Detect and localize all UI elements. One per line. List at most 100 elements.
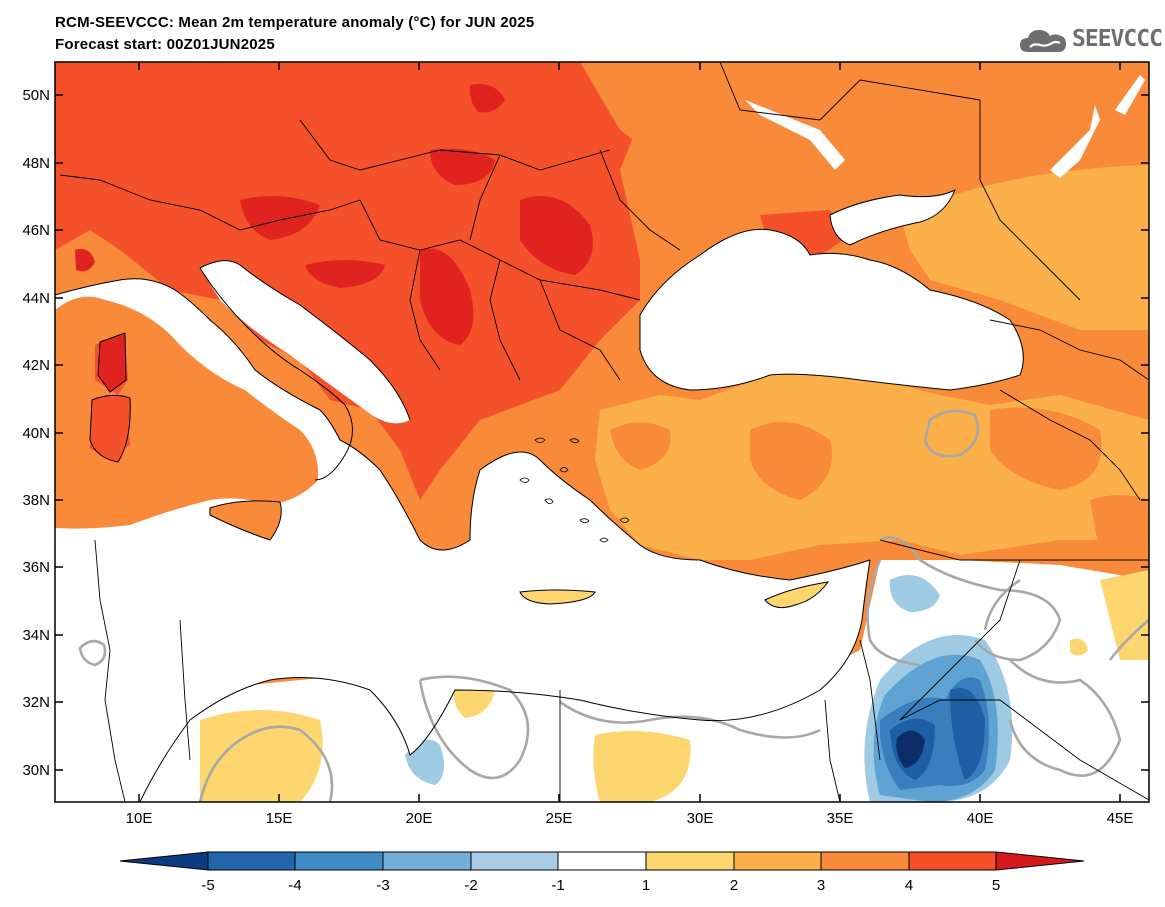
boundary-serbia-bulgaria: [489, 259, 521, 381]
colorbar-segment-2-3: [733, 851, 822, 871]
aegean-islands-5: [599, 537, 609, 543]
aegean-islands-8: [619, 517, 630, 523]
boundary-alps: [59, 174, 361, 231]
zero-contour-levant: [879, 536, 1062, 662]
boundary-balkans: [359, 199, 641, 301]
boundary-jordan-israel: [859, 639, 881, 761]
lon-label-25e: 25E: [546, 810, 573, 827]
lat-label-34n: 34N: [22, 627, 50, 644]
colorbar-segment-m1-1: [557, 851, 647, 871]
coastline-italy: [199, 267, 353, 481]
zero-contour-africa: [198, 725, 334, 802]
colorbar: [119, 851, 1085, 871]
aegean-islands-1: [519, 477, 530, 483]
anomaly-1-2-syria: [1100, 570, 1149, 660]
zero-contour-turkey: [923, 409, 980, 458]
lat-label-38n: 38N: [22, 492, 50, 509]
colorbar-label-m2: -2: [464, 877, 477, 894]
dnieper-reservoir: [745, 100, 845, 170]
coastline-adriatic: [199, 260, 411, 421]
colorbar-label-m3: -3: [376, 877, 389, 894]
anomaly-3-4-anatolia-central: [750, 422, 832, 500]
lat-label-32n: 32N: [22, 694, 50, 711]
anomaly-gt5-carpathians: [520, 195, 593, 275]
lat-label-40n: 40N: [22, 425, 50, 442]
anomaly-3-4-east: [580, 62, 1149, 220]
lon-label-35e: 35E: [827, 810, 854, 827]
coastline-north-mediterranean: [55, 278, 871, 581]
zero-contour-libya: [418, 675, 530, 780]
boundary-egypt-israel: [824, 699, 841, 802]
aegean-islands-4: [579, 518, 590, 524]
boundary-turkey-east: [999, 389, 1141, 501]
forecast-start-subtitle: Forecast start: 00Z01JUN2025: [55, 36, 275, 53]
colorbar-label-m4: -4: [288, 877, 301, 894]
aegean-islands-6: [534, 437, 546, 443]
colorbar-label-5: 5: [992, 877, 1000, 894]
lat-label-48n: 48N: [22, 155, 50, 172]
zero-contour-tunisia: [78, 639, 107, 667]
lat-label-30n: 30N: [22, 762, 50, 779]
zero-contour-egypt: [559, 700, 821, 739]
zero-contour-saudi: [983, 578, 1021, 631]
map-title: RCM-SEEVCCC: Mean 2m temperature anomaly…: [55, 14, 535, 31]
anomaly-3-4-anatolia-west: [610, 422, 671, 470]
black-sea: [640, 229, 1024, 390]
boundary-central-europe: [299, 119, 611, 171]
anomaly-gt5-northwest: [75, 248, 95, 272]
don-reservoir: [1050, 105, 1100, 178]
seevccc-logo: SEEVCCC: [1018, 24, 1163, 56]
coastline-sicily: [209, 500, 282, 541]
colorbar-segment-m4-m3: [294, 851, 384, 871]
anomaly-gt5-balkans: [420, 248, 474, 345]
lon-label-45e: 45E: [1107, 810, 1134, 827]
colorbar-label-2: 2: [730, 877, 738, 894]
coastline-crete: [519, 589, 596, 605]
anomaly-2-3-east-russia: [900, 165, 1149, 330]
crete: [520, 590, 595, 604]
anomaly-gt5-hungary: [430, 148, 495, 185]
boundary-ukraine-north: [719, 62, 981, 121]
adriatic-sea: [200, 260, 410, 424]
aegean-islands-7: [569, 438, 580, 444]
lat-label-50n: 50N: [22, 87, 50, 104]
lon-label-30e: 30E: [687, 810, 714, 827]
tyrrhenian-mediterranean-sea: [55, 278, 870, 802]
colorbar-segment-gt-5: [995, 851, 1085, 871]
zero-contour-syria: [1108, 619, 1149, 661]
sicily: [210, 500, 282, 540]
lon-label-15e: 15E: [266, 810, 293, 827]
boundary-bulgaria: [539, 279, 621, 381]
lat-label-44n: 44N: [22, 290, 50, 307]
colorbar-segment-m2-m1: [470, 851, 559, 871]
anomaly-3-4-anatolia-east: [990, 407, 1102, 490]
anomaly-1-2-egypt: [593, 731, 691, 802]
colorbar-label-1: 1: [642, 877, 650, 894]
boundary-russia-south: [979, 100, 1081, 301]
boundary-ukraine-west: [599, 149, 681, 251]
cold-anomaly-levant: [405, 575, 1013, 802]
colorbar-label-m5: -5: [201, 877, 214, 894]
anomaly-gt5-germany: [469, 84, 505, 113]
anomaly-3-4-southeast: [1090, 495, 1149, 560]
zero-contour-iraq: [1008, 659, 1122, 777]
colorbar-segment-1-2: [645, 851, 735, 871]
cyprus: [765, 582, 828, 608]
colorbar-label-3: 3: [817, 877, 825, 894]
lat-label-42n: 42N: [22, 357, 50, 374]
colorbar-segment-m3-m2: [382, 851, 472, 871]
boundary-caucasus: [989, 319, 1149, 381]
map-frame: [54, 61, 1150, 803]
anomaly-gt5-alps: [240, 196, 320, 240]
anomaly-1-2-iraq: [1070, 638, 1088, 656]
anomaly-4-5-zone: [55, 62, 720, 500]
coastline-corsica: [97, 332, 127, 393]
logo-text: SEEVCCC: [1072, 26, 1163, 52]
lon-label-40e: 40E: [967, 810, 994, 827]
lat-label-46n: 46N: [22, 222, 50, 239]
lon-label-10e: 10E: [126, 810, 153, 827]
colorbar-segment-3-4: [820, 851, 910, 871]
zero-contour-jordan: [866, 559, 921, 667]
colorbar-segment-lt-m5: [119, 851, 209, 871]
